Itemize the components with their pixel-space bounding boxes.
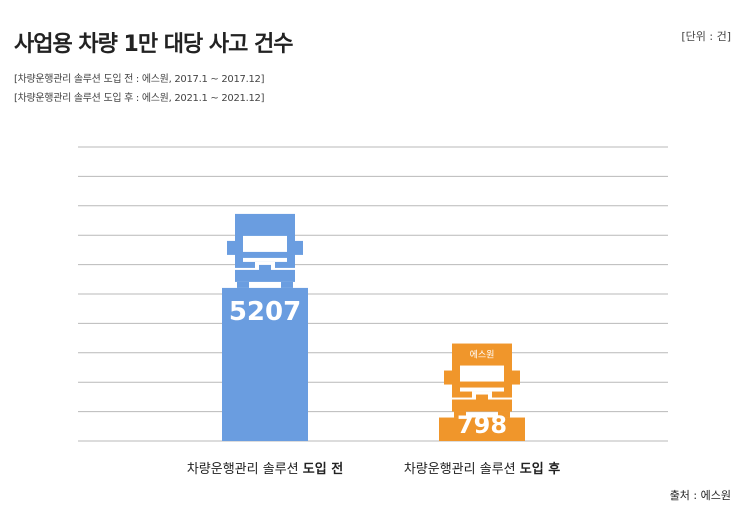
- truck-icon: [227, 213, 303, 288]
- bar: [439, 417, 525, 441]
- truck-bumper-line: [243, 257, 287, 262]
- truck-bumper-line: [460, 387, 504, 392]
- truck-wheel: [498, 411, 510, 418]
- truck-windshield: [460, 365, 504, 382]
- truck-mirror: [444, 370, 452, 385]
- source-note-after: [차량운행관리 솔루션 도입 후 : 에스원, 2021.1 ~ 2021.12…: [14, 93, 265, 104]
- truck-badge-text: 에스원: [470, 350, 495, 361]
- data-label: 798: [457, 411, 507, 439]
- x-tick-label: 차량운행관리 솔루션 도입 후: [404, 461, 560, 477]
- truck-wheel: [281, 281, 293, 288]
- unit-label: [단위 : 건]: [681, 30, 731, 43]
- x-axis-labels: 차량운행관리 솔루션 도입 전 차량운행관리 솔루션 도입 후: [187, 461, 560, 477]
- x-tick-label-prefix: 차량운행관리 솔루션: [404, 461, 520, 477]
- x-tick-label-emphasis: 도입 후: [520, 461, 560, 477]
- truck-mirror: [512, 370, 520, 385]
- truck-lower: [452, 399, 512, 412]
- data-label: 5207: [229, 297, 301, 327]
- source-credit: 출처 : 에스원: [669, 489, 731, 502]
- x-tick-label: 차량운행관리 솔루션 도입 전: [187, 461, 343, 477]
- truck-mirror: [295, 240, 303, 255]
- truck-lower: [235, 269, 295, 282]
- source-note-before: [차량운행관리 솔루션 도입 전 : 에스원, 2017.1 ~ 2017.12…: [14, 74, 265, 85]
- bar: [222, 287, 308, 441]
- truck-grille-inner: [476, 394, 488, 401]
- truck-wheel: [237, 281, 249, 288]
- x-tick-label-emphasis: 도입 전: [303, 461, 343, 477]
- gridlines: [78, 146, 668, 442]
- truck-mirror: [227, 240, 235, 255]
- truck-wheel: [454, 411, 466, 418]
- truck-icon: 에스원: [444, 343, 520, 418]
- chart-title: 사업용 차량 1만 대당 사고 건수: [14, 32, 293, 57]
- x-tick-label-prefix: 차량운행관리 솔루션: [187, 461, 303, 477]
- truck-grille-inner: [259, 264, 271, 271]
- truck-windshield: [243, 235, 287, 252]
- bars: 5207 에스원 798: [222, 213, 525, 441]
